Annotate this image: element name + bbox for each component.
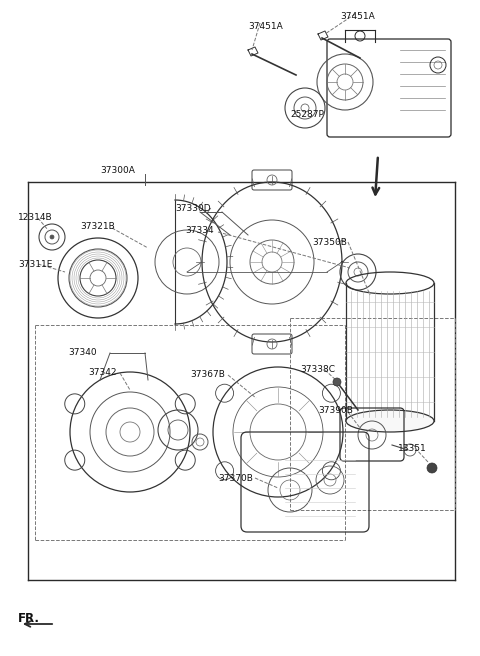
Text: 37390B: 37390B [318,406,353,415]
Circle shape [427,463,437,473]
Text: 37334: 37334 [185,226,214,235]
Text: FR.: FR. [18,612,40,625]
Text: 37338C: 37338C [300,365,335,374]
Text: 37330D: 37330D [175,204,211,213]
Text: 37321B: 37321B [80,222,115,231]
Text: 37340: 37340 [68,348,96,357]
Text: 37300A: 37300A [100,166,135,175]
Circle shape [333,378,341,386]
Text: 37370B: 37370B [218,474,253,483]
Text: 37451A: 37451A [340,12,375,21]
Text: 37451A: 37451A [248,22,283,31]
Text: 37367B: 37367B [190,370,225,379]
Text: 13351: 13351 [398,444,427,453]
Text: 37342: 37342 [88,368,117,377]
Text: 37350B: 37350B [312,238,347,247]
Text: 12314B: 12314B [18,213,53,222]
Text: 37311E: 37311E [18,260,52,269]
Ellipse shape [346,410,434,432]
Circle shape [50,235,54,239]
Text: 25287P: 25287P [290,110,324,119]
